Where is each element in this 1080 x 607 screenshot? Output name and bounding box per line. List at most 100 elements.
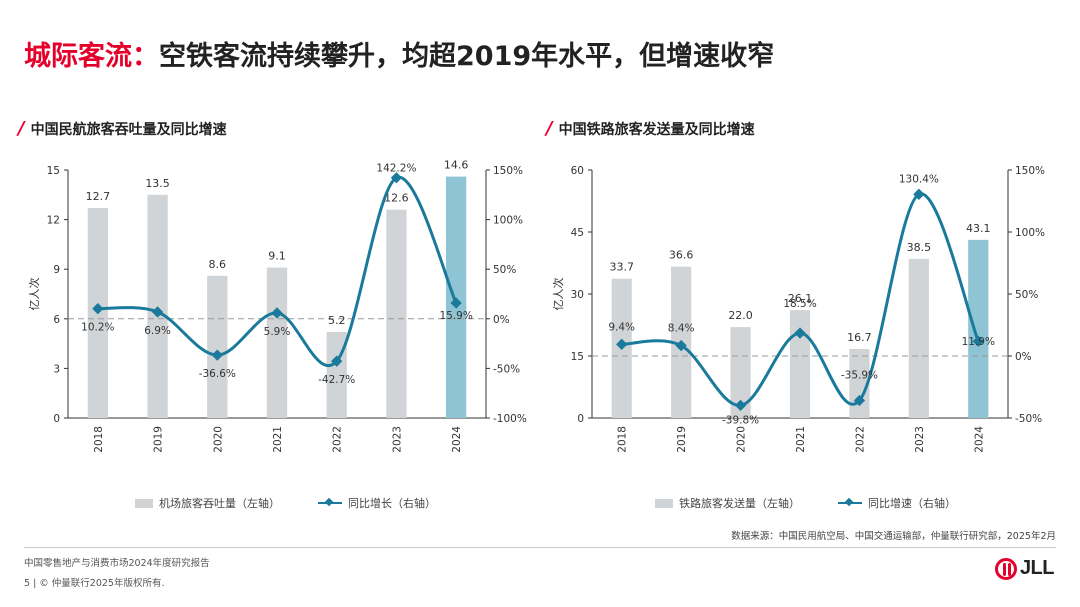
y-tick-label-right: 100% <box>1015 227 1045 239</box>
footer-report: 中国零售地产与消费市场2024年度研究报告 <box>24 558 210 569</box>
page-title: 城际客流：空铁客流持续攀升，均超2019年水平，但增速收窄 <box>24 34 774 73</box>
bar-label: 43.1 <box>966 222 991 235</box>
y-tick-label-left: 3 <box>53 363 60 375</box>
line-label: 130.4% <box>899 173 939 185</box>
bar-label: 36.6 <box>669 249 694 262</box>
legend-line-label: 同比增速（右轴） <box>868 497 956 510</box>
bar-label: 13.5 <box>145 177 170 190</box>
chart-air-passengers: 0 3 6 9 12 15 -100% -50% 0% 50% 100% 150% 亿人次 12.7 13.… <box>27 159 527 453</box>
y-tick-label-left: 60 <box>571 165 584 177</box>
y-tick-label-left: 30 <box>571 289 584 301</box>
y-tick-label-left: 0 <box>577 413 584 425</box>
y-axis-label: 亿人次 <box>27 278 41 311</box>
x-tick-label: 2021 <box>272 426 284 453</box>
line-point <box>390 172 403 184</box>
line-point <box>972 335 984 347</box>
y-tick-label-right: 50% <box>493 264 516 276</box>
bar <box>730 327 751 418</box>
bar-label: 8.6 <box>209 258 227 271</box>
line-point <box>675 339 687 352</box>
bar-label: 38.5 <box>907 241 932 254</box>
line-label: 10.2% <box>81 322 114 334</box>
source-note: 数据来源：中国民用航空局、中国交通运输部，仲量联行研究部，2025年2月 <box>731 531 1056 542</box>
line-point <box>211 349 223 361</box>
bar-label: 33.7 <box>609 261 634 274</box>
chart2-legend: 铁路旅客发送量（左轴） 同比增速（右轴） <box>655 495 956 511</box>
title-highlight: 城际客流： <box>24 41 159 72</box>
x-tick-label: 2024 <box>973 426 985 453</box>
y-tick-label-right: 150% <box>493 165 523 177</box>
footer-copyright: 5 | © 仲量联行2025年版权所有. <box>24 578 165 589</box>
legend-bar-swatch <box>655 498 673 508</box>
jll-logo-icon <box>994 557 1017 580</box>
bar <box>207 275 228 418</box>
chart2-title: / 中国铁路旅客发送量及同比增速 <box>546 118 755 139</box>
growth-line <box>621 192 980 407</box>
x-tick-label: 2022 <box>332 426 344 453</box>
bar-label: 5.2 <box>328 314 346 327</box>
y-tick-label-right: -50% <box>493 363 520 375</box>
bar <box>386 209 407 418</box>
x-tick-label: 2018 <box>93 426 105 453</box>
y-tick-label-right: -100% <box>493 413 527 425</box>
line-point <box>913 188 925 200</box>
line-point <box>92 303 104 315</box>
x-tick-label: 2023 <box>914 426 926 453</box>
y-tick-label-right: 0% <box>493 314 510 326</box>
x-tick-label: 2019 <box>153 426 165 453</box>
x-tick-label: 2019 <box>676 426 688 453</box>
line-label: -36.6% <box>199 368 236 380</box>
chart1-legend: 机场旅客吞吐量（左轴） 同比增长（右轴） <box>135 495 436 511</box>
chart1-title-text: 中国民航旅客吞吐量及同比增速 <box>30 122 227 138</box>
x-tick-label: 2024 <box>451 426 463 453</box>
y-tick-label-right: -50% <box>1015 413 1042 425</box>
bar <box>266 267 288 418</box>
bar-label: 12.7 <box>86 190 111 203</box>
line-label: 11.9% <box>962 336 995 348</box>
bar <box>789 310 811 418</box>
y-axis-label: 亿人次 <box>551 278 565 311</box>
y-tick-label-left: 0 <box>53 413 60 425</box>
y-tick-label-left: 6 <box>53 314 60 326</box>
legend-bar-label: 机场旅客吞吐量（左轴） <box>159 497 280 510</box>
line-label: 142.2% <box>376 163 416 175</box>
line-label: -35.9% <box>841 370 878 382</box>
y-tick-label-left: 15 <box>571 351 584 363</box>
y-tick-label-right: 50% <box>1015 289 1038 301</box>
y-tick-label-right: 0% <box>1015 351 1032 363</box>
chart1-title: / 中国民航旅客吞吐量及同比增速 <box>18 118 227 139</box>
line-point <box>271 307 283 319</box>
y-tick-label-right: 100% <box>493 215 523 227</box>
line-point <box>151 306 164 318</box>
x-tick-label: 2018 <box>617 426 629 453</box>
line-label: 5.9% <box>264 326 291 338</box>
legend-bar-swatch <box>135 498 153 508</box>
y-tick-label-right: 150% <box>1015 165 1045 177</box>
bar-label: 14.6 <box>444 159 469 172</box>
footer-divider <box>24 547 1056 548</box>
slash-icon: / <box>546 118 553 139</box>
chart-rail-passengers: 0 15 30 45 60 -50% 0% 50% 100% 150% 亿人次 33.7 36.6 22.… <box>551 165 1045 453</box>
title-text: 空铁客流持续攀升，均超2019年水平，但增速收窄 <box>159 41 775 72</box>
bar-label: 22.0 <box>728 309 753 322</box>
line-label: 6.9% <box>144 325 171 337</box>
bar <box>968 239 989 418</box>
line-point <box>794 327 806 339</box>
bar-label: 16.7 <box>847 331 872 344</box>
slash-icon: / <box>18 118 25 139</box>
line-label: -42.7% <box>318 374 355 386</box>
chart2-title-text: 中国铁路旅客发送量及同比增速 <box>558 122 755 138</box>
bar-label: 26.1 <box>788 292 813 305</box>
line-point <box>450 297 462 309</box>
y-tick-label-left: 12 <box>47 215 60 227</box>
x-tick-label: 2023 <box>391 426 403 453</box>
line-point <box>331 355 343 367</box>
x-tick-label: 2020 <box>212 426 224 453</box>
x-tick-label: 2020 <box>736 426 748 453</box>
x-tick-label: 2022 <box>854 426 866 453</box>
line-label: 9.4% <box>608 321 635 333</box>
x-tick-label: 2021 <box>795 426 807 453</box>
bar-label: 12.6 <box>384 192 409 205</box>
line-label: 8.4% <box>668 323 695 335</box>
y-tick-label-left: 45 <box>571 227 584 239</box>
